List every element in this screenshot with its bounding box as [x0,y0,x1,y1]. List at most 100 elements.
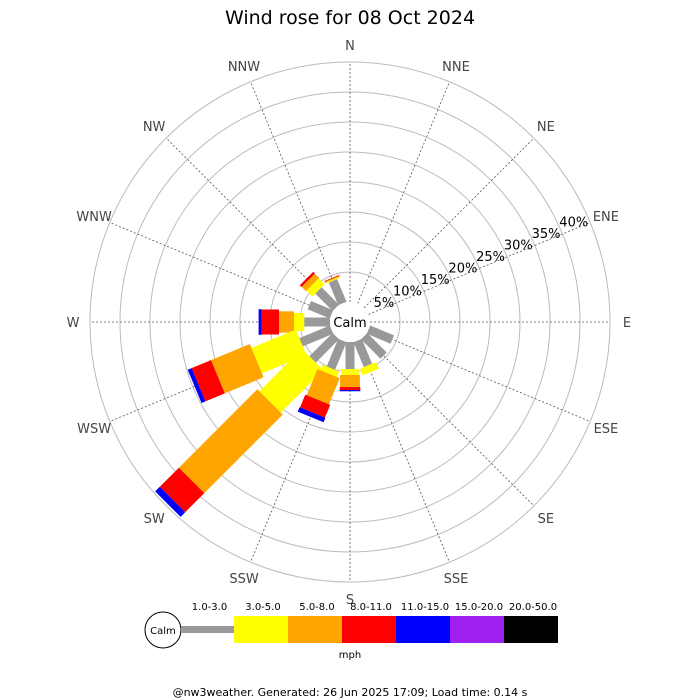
bar-segment-w-8.0-11.0 [261,309,279,335]
bar-sw [155,333,339,517]
bar-ese [366,325,394,344]
bar-se [361,333,387,359]
direction-label-nnw: NNW [228,60,260,75]
bar-segment-sw-5.0-8.0 [178,389,283,494]
bar-segment-w-3.0-5.0 [294,313,305,331]
legend-calm-label: Calm [150,626,176,637]
spoke-nne [357,81,450,304]
spoke-wnw [109,222,332,315]
bar-segment-nnw-5.0-8.0 [324,275,340,283]
spoke-ese [368,329,591,422]
bar-ssw [297,338,347,423]
legend-label: 15.0-20.0 [455,602,503,613]
bar-segment-s-11.0-15.0 [339,390,361,392]
bar-segment-ese-1.0-3.0 [366,325,394,344]
chart-title: Wind rose for 08 Oct 2024 [225,7,475,29]
direction-label-ne: NE [537,120,555,135]
bar-segment-nnw-1.0-3.0 [328,279,347,306]
legend-swatch-8.0-11.0 [342,616,396,643]
legend-label: 3.0-5.0 [245,602,280,613]
bar-segment-sw-8.0-11.0 [159,467,205,513]
bar-segment-ssw-11.0-15.0 [297,407,326,423]
footer-text: @nw3weather. Generated: 26 Jun 2025 17:0… [173,686,528,699]
bar-segment-wsw-1.0-3.0 [299,325,334,347]
bar-wsw [187,325,334,403]
bar-segment-ssw-8.0-11.0 [300,394,331,418]
bar-s [339,342,361,392]
grid-ring [89,61,611,583]
legend-label: 5.0-8.0 [299,602,334,613]
bar-segment-wsw-5.0-8.0 [211,344,264,394]
bar-segment-sw-3.0-5.0 [259,348,324,413]
bar-nnw [324,274,347,306]
bar-segment-s-8.0-11.0 [339,387,361,390]
direction-label-sw: SW [144,512,165,527]
speed-legend: Calm mph 1.0-3.0 3.0-5.0 5.0-8.0 8.0-11.0 11… [144,602,558,661]
direction-label-w: W [67,316,80,331]
spoke-sse [357,340,450,563]
ring-label: 35% [532,227,561,242]
direction-label-nne: NNE [442,60,470,75]
legend-label: 1.0-3.0 [192,602,227,613]
spoke-ne [363,137,535,309]
bar-segment-ssw-3.0-5.0 [320,364,340,378]
bar-segment-s-3.0-5.0 [341,369,359,375]
bar-nw [299,271,339,311]
bar-segment-nw-3.0-5.0 [306,278,325,297]
bar-segment-w-5.0-8.0 [279,311,294,333]
legend-swatch-1.0-3.0 [181,626,234,633]
legend-swatch-20.0-50.0 [504,616,558,643]
calm-label: Calm [333,316,366,331]
legend-swatch-5.0-8.0 [288,616,342,643]
bar-segment-wnw-1.0-3.0 [307,301,334,319]
direction-label-sse: SSE [444,572,469,587]
legend-swatch-11.0-15.0 [396,616,450,643]
bar-segment-se-1.0-3.0 [361,333,387,359]
direction-label-se: SE [538,512,554,527]
bar-segment-sse-1.0-3.0 [353,338,373,368]
legend-label: 11.0-15.0 [401,602,449,613]
bar-segment-s-1.0-3.0 [345,342,355,369]
bar-segment-wsw-11.0-15.0 [187,368,206,403]
direction-label-s: S [346,593,354,608]
direction-label-nw: NW [143,120,166,135]
legend-units-label: mph [339,650,361,661]
ring-label: 15% [421,273,450,288]
bar-segment-nw-5.0-8.0 [301,273,320,292]
bar-segment-s-5.0-8.0 [340,375,360,387]
bar-segment-sw-1.0-3.0 [309,333,339,363]
bar-segment-sse-3.0-5.0 [359,362,379,376]
direction-label-wnw: WNW [76,210,112,225]
ring-label: 25% [476,250,505,265]
bar-sse [353,338,379,376]
bar-segment-wsw-3.0-5.0 [251,329,307,374]
calm-marker: Calm [330,302,370,342]
spoke-nnw [250,81,343,304]
direction-label-e: E [623,316,631,331]
legend-label: 8.0-11.0 [350,602,392,613]
bar-segment-sw-11.0-15.0 [155,486,186,517]
legend-label: 20.0-50.0 [509,602,557,613]
spoke-se [363,335,535,507]
bar-segment-w-11.0-15.0 [258,309,262,335]
bar-segment-nw-8.0-11.0 [299,271,315,287]
ring-label: 10% [393,284,422,299]
bar-wnw [307,301,334,319]
bar-segment-w-1.0-3.0 [304,317,330,327]
direction-label-ene: ENE [593,210,619,225]
wind-bars [155,271,394,517]
ring-label: 30% [504,238,533,253]
spoke-ene [368,222,591,315]
bar-segment-wsw-8.0-11.0 [191,360,225,402]
bar-w [258,309,330,335]
direction-labels: N NNE NE ENE E ESE SE SSE S SSW SW WSW W WNW NW NNW [67,39,632,608]
legend-swatch-3.0-5.0 [234,616,288,643]
direction-label-ssw: SSW [229,572,259,587]
bar-segment-ssw-5.0-8.0 [306,369,340,405]
bar-segment-nnw-8.0-11.0 [324,274,340,282]
direction-label-n: N [345,39,355,54]
bar-segment-nnw-3.0-5.0 [325,276,341,284]
ring-label: 20% [448,261,477,276]
bar-segment-nw-1.0-3.0 [315,287,339,311]
